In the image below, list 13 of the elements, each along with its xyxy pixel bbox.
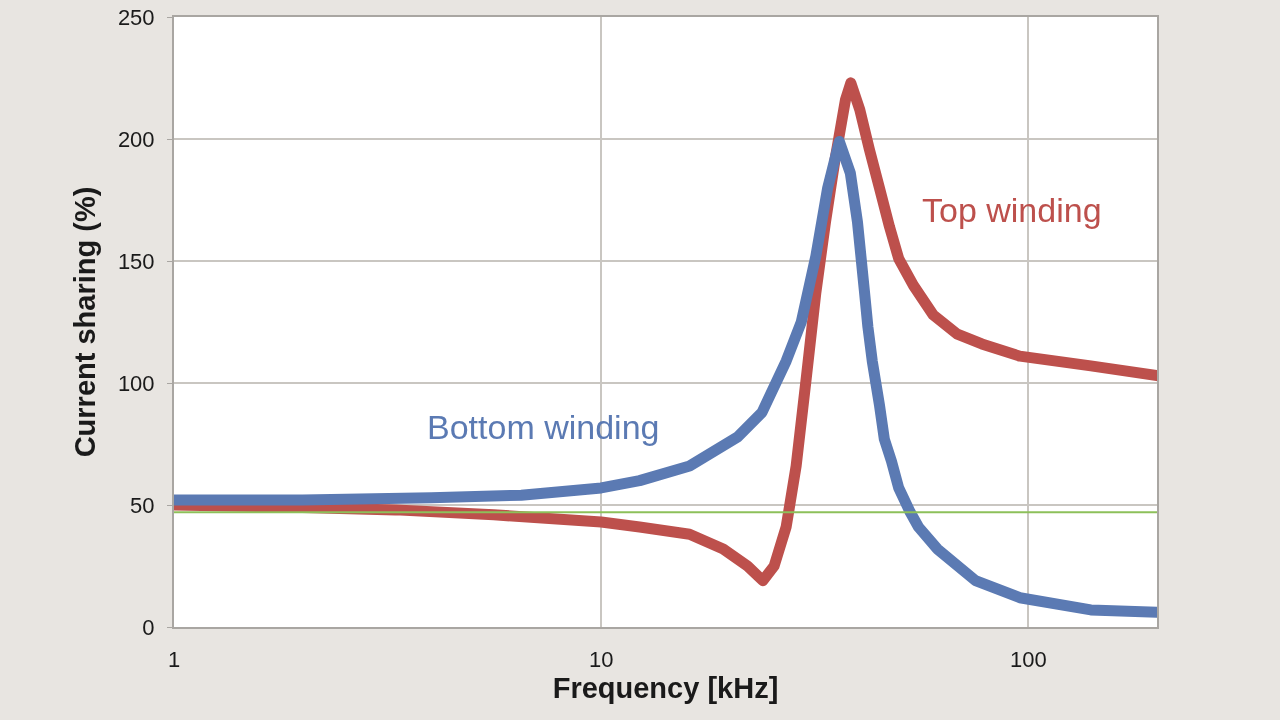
y-tick-label: 100	[117, 370, 155, 396]
y-tick-label: 150	[117, 248, 155, 274]
y-tick-label: 50	[130, 492, 155, 518]
x-tick-label: 100	[1010, 647, 1047, 673]
x-tick-label: 1	[167, 647, 181, 673]
series-label: Bottom winding	[427, 408, 660, 446]
x-axis-title: Frequency [kHz]	[552, 672, 779, 705]
series-label: Top winding	[922, 191, 1102, 229]
y-tick-label: 0	[142, 614, 155, 640]
y-axis-title: Current sharing (%)	[68, 186, 101, 458]
x-tick-label: 10	[588, 647, 614, 673]
y-tick-label: 250	[117, 4, 155, 30]
y-tick-label: 200	[117, 126, 155, 152]
